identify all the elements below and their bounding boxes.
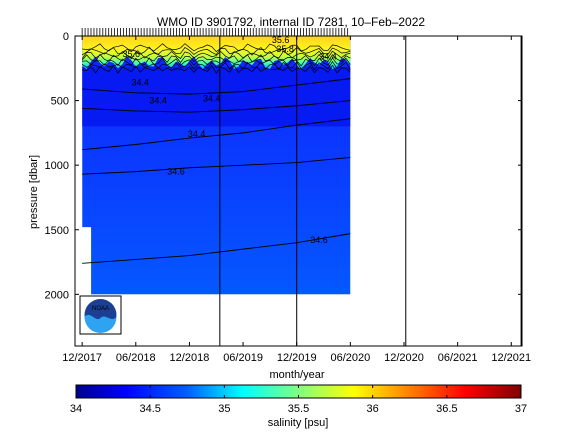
- axes-box: [74, 35, 523, 347]
- y-tick-label: 1000: [45, 160, 69, 172]
- contour-label: 35.6: [123, 49, 141, 59]
- x-axis-ticks: 12/2017 06/2018 12/2018 06/2019 12/2019 06/20…: [62, 36, 531, 364]
- contour-label: 34.4: [203, 94, 221, 104]
- y-axis-ticks: 0 500 1000 1500 2000: [45, 31, 522, 301]
- x-tick-label: 12/2019: [277, 352, 317, 364]
- colorbar-tick-label: 36: [367, 403, 379, 415]
- colorbar-tick-label: 37: [515, 403, 527, 415]
- plot-area: 34.434.4 34.434.434.434.634.635.635.635.8…: [45, 28, 531, 364]
- colorbar-tick-label: 34: [70, 403, 82, 415]
- colorbar-tick-label: 35.5: [288, 403, 309, 415]
- salinity-field: [82, 36, 351, 295]
- x-tick-label: 12/2021: [491, 352, 531, 364]
- colorbar-label: salinity [psu]: [268, 417, 329, 429]
- colorbar: 34 34.5 35 35.5 36 36.5 37 salinity [psu]: [70, 384, 527, 429]
- contour-label: 34.4: [319, 52, 337, 62]
- x-tick-label: 06/2021: [438, 352, 478, 364]
- x-tick-label: 12/2018: [170, 352, 210, 364]
- salinity-contour: [82, 233, 351, 264]
- surface-water-field: [82, 36, 351, 71]
- colorbar-ticks: 34 34.5 35 35.5 36 36.5 37: [70, 385, 527, 415]
- noaa-logo: NOAA: [79, 295, 122, 335]
- x-axis-label: month/year: [269, 369, 324, 381]
- contour-label: 34.6: [310, 235, 328, 245]
- x-tick-label: 12/2020: [384, 352, 424, 364]
- y-tick-label: 500: [51, 96, 69, 108]
- intermediate-water-band: [82, 67, 351, 127]
- contour-label: 35.8: [276, 44, 294, 54]
- chart-title: WMO ID 3901792, internal ID 7281, 10–Feb…: [157, 15, 425, 29]
- contour-label: 34.4: [131, 78, 149, 88]
- contour-label: 34.6: [167, 167, 185, 177]
- x-tick-label: 06/2018: [116, 352, 156, 364]
- salinity-contour: [82, 118, 351, 151]
- thermocline-contour: [82, 64, 351, 74]
- contour-label: 34.4: [188, 129, 206, 139]
- salinity-contour: [82, 78, 351, 95]
- colorbar-tick-label: 35: [218, 403, 230, 415]
- thermocline-contour: [81, 60, 351, 71]
- salinity-contour: [82, 100, 351, 113]
- x-tick-label: 06/2020: [330, 352, 370, 364]
- y-tick-label: 1500: [45, 225, 69, 237]
- thermocline-contour: [82, 57, 351, 67]
- x-tick-label: 06/2019: [223, 352, 263, 364]
- contour-label: 35.6: [272, 35, 290, 45]
- y-tick-label: 2000: [45, 289, 69, 301]
- profile-time-ticks: [81, 28, 349, 36]
- y-tick-label: 0: [63, 31, 69, 43]
- thermocline-contour: [81, 46, 351, 56]
- colorbar-tick-label: 36.5: [436, 403, 457, 415]
- contour-lines: 34.434.4 34.434.434.434.634.635.635.635.8: [81, 35, 351, 264]
- colorbar-tick-label: 34.5: [139, 403, 160, 415]
- logo-text: NOAA: [92, 306, 109, 312]
- x-tick-label: 12/2017: [62, 352, 102, 364]
- thermocline-contour: [82, 43, 351, 53]
- contour-label: 34.4: [149, 96, 167, 106]
- thermocline-contour: [81, 53, 351, 64]
- salinity-contour: [82, 156, 351, 175]
- thermocline-contour: [81, 50, 351, 60]
- y-axis-label: pressure [dbar]: [28, 155, 40, 229]
